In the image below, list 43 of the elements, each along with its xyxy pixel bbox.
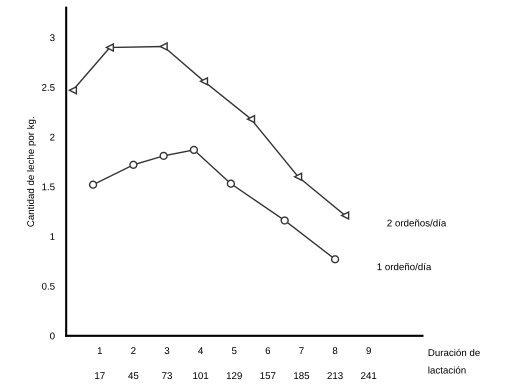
x-tick-label: 6 xyxy=(266,347,270,354)
x-axis-title: Duración de lactación xyxy=(428,348,480,374)
y-axis-title: Cantidad de leche por kg. xyxy=(26,117,36,227)
x-tick-label: 7 xyxy=(299,347,304,354)
x2-tick-label: 73 xyxy=(162,372,172,380)
point xyxy=(68,86,78,94)
x-tick-label: 3 xyxy=(164,347,170,354)
x-tick-label: 5 xyxy=(232,347,237,354)
point xyxy=(280,216,289,225)
point xyxy=(330,255,340,264)
y-tick-label: 0 xyxy=(50,332,55,340)
point xyxy=(159,152,168,160)
point xyxy=(226,180,236,188)
x2-tick-label: 17 xyxy=(95,372,105,379)
text: 1 ordeño/día xyxy=(377,262,432,270)
point xyxy=(340,211,350,220)
x2-tick-label: 101 xyxy=(193,372,208,380)
x-tick-label: 4 xyxy=(198,347,204,354)
text: 2 ordeños/día xyxy=(387,219,446,226)
y-tick-label: 2 xyxy=(50,134,55,140)
point xyxy=(106,43,114,52)
y-tick-label: 3 xyxy=(50,34,55,42)
y-tick-label: 1 xyxy=(50,233,55,240)
y-tick-label: 1.5 xyxy=(42,184,55,190)
point xyxy=(190,146,198,154)
point xyxy=(294,172,302,181)
x2-tick-label: 157 xyxy=(260,372,276,380)
x-tick-label: 1 xyxy=(98,347,102,354)
point xyxy=(88,180,98,189)
x2-tick-label: 129 xyxy=(226,372,242,380)
x2-tick-label: 213 xyxy=(327,372,343,380)
point xyxy=(129,160,138,169)
x2-tick-label: 241 xyxy=(361,372,376,379)
x-tick-label: 8 xyxy=(332,347,338,354)
point xyxy=(159,42,168,51)
x2-tick-label: 45 xyxy=(128,372,138,380)
y-tick-label: 0.5 xyxy=(42,282,55,290)
point xyxy=(200,77,208,86)
point xyxy=(246,114,256,124)
x2-tick-label: 185 xyxy=(294,372,310,380)
y-tick-label: 2.5 xyxy=(42,84,55,91)
x-tick-label: 9 xyxy=(366,347,371,354)
x-tick-label: 2 xyxy=(131,347,136,354)
